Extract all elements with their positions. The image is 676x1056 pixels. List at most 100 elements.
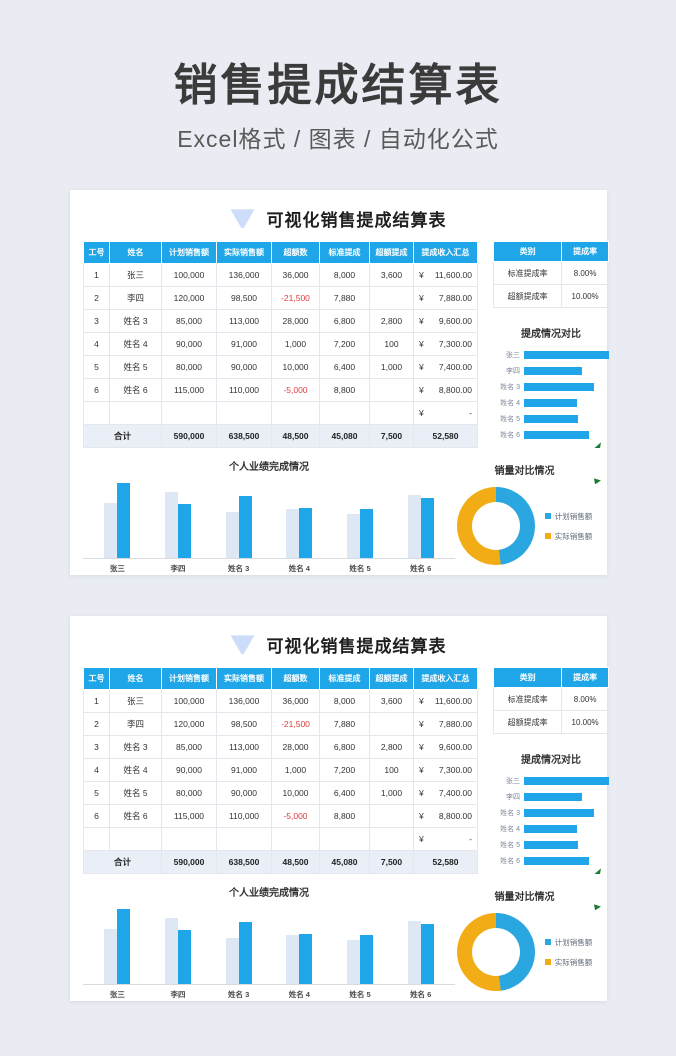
- hbar-track: [524, 793, 609, 802]
- cell-name: 姓名 4: [109, 758, 162, 783]
- donut-chart: [456, 487, 535, 566]
- cell-total-income: ¥9,600.00: [413, 735, 478, 760]
- hbar-category-label: 李四: [506, 794, 520, 802]
- hbar-track: [524, 399, 609, 408]
- cell-plan: 85,000: [161, 309, 217, 334]
- cell-std-commission: 7,880: [319, 286, 370, 311]
- cell-extra-commission: [369, 712, 414, 737]
- cell-excess: -21,500: [271, 286, 320, 311]
- table-row: 1 张三 100,000 136,000 36,000 8,000 3,600 …: [83, 263, 478, 288]
- table-header-cell: 实际销售额: [216, 667, 272, 691]
- hbar-chart: 张三 李四 姓名 3 姓名 4 姓名 5: [493, 776, 609, 866]
- commission-compare-chart: 提成情况对比 张三 李四 姓名 3 姓名 4 姓名: [493, 751, 609, 866]
- cell-name: 姓名 5: [109, 781, 162, 806]
- cell-actual: 113,000: [216, 309, 272, 334]
- rate-header-cell: 提成率: [561, 667, 609, 689]
- sheet-main-row: 工号 姓名 计划销售额 实际销售额 超额数 标准提成 超额提成 提成收入汇总 1 张三 100…: [83, 241, 609, 449]
- vbar-category-label: 姓名 5: [349, 564, 371, 574]
- cell-id: 1: [83, 263, 110, 288]
- performance-chart: 个人业绩完成情况 张三 李四 姓名 3 姓名 4 姓名 5 姓名 6: [83, 884, 455, 1000]
- table-total-row: 合计 590,000 638,500 48,500 45,080 7,500 5…: [83, 850, 478, 875]
- vbar-group: [225, 483, 252, 559]
- legend-swatch: [544, 533, 551, 540]
- card-slot-2: 可视化销售提成结算表 工号 姓名 计划销售额 实际销售额 超额数 标准提成 超额提成 提成收入…: [0, 616, 676, 1002]
- cell-std-commission: 6,800: [319, 735, 370, 760]
- sales-compare-chart: 销量对比情况 计划销售额 实际销售额: [455, 458, 594, 574]
- cell-excess: 10,000: [271, 781, 320, 806]
- rate-header-cell: 提成率: [561, 241, 609, 263]
- cell-extra-commission: [369, 378, 414, 403]
- vbar-bar-实际销售额: [420, 923, 434, 985]
- vbar-category-label: 姓名 3: [228, 564, 250, 574]
- rate-header-cell: 类别: [492, 667, 563, 689]
- sheet-title-bar: 可视化销售提成结算表: [83, 206, 594, 231]
- cell-total-income: ¥ -: [413, 401, 478, 426]
- hbar-bar: [524, 825, 578, 834]
- hbar-category-label: 张三: [506, 778, 520, 786]
- vbar-group: [286, 483, 313, 559]
- vbar-bar-实际销售额: [359, 508, 373, 559]
- cell-plan: 115,000: [161, 804, 217, 829]
- sheet-title: 可视化销售提成结算表: [266, 637, 447, 657]
- commission-sheet-card: 可视化销售提成结算表 工号 姓名 计划销售额 实际销售额 超额数 标准提成 超额提成 提成收入…: [70, 190, 609, 576]
- table-header-cell: 实际销售额: [216, 241, 272, 265]
- table-header-cell: 计划销售额: [161, 241, 217, 265]
- table-row: 4 姓名 4 90,000 91,000 1,000 7,200 100 ¥7,…: [83, 332, 478, 357]
- vbar-group: [346, 909, 373, 985]
- table-header-row: 工号 姓名 计划销售额 实际销售额 超额数 标准提成 超额提成 提成收入汇总: [83, 241, 478, 265]
- commission-table: 工号 姓名 计划销售额 实际销售额 超额数 标准提成 超额提成 提成收入汇总 1 张三 100…: [83, 667, 478, 875]
- donut-legend: 计划销售额 实际销售额: [544, 511, 593, 542]
- sheet-bottom-row: 个人业绩完成情况 张三 李四 姓名 3 姓名 4 姓名 5 姓名 6 销量对比情况 计划销…: [83, 458, 594, 574]
- vbar-category-label: 姓名 6: [410, 564, 432, 574]
- cell-actual: 90,000: [216, 781, 272, 806]
- hbar-category-label: 姓名 3: [500, 384, 520, 392]
- donut-wrap: 计划销售额 实际销售额: [455, 487, 594, 566]
- table-header-cell: 超额提成: [369, 241, 414, 265]
- hbar-row: 姓名 4: [493, 398, 609, 408]
- hbar-bar: [524, 367, 582, 376]
- vbar-bar-实际销售额: [420, 497, 434, 559]
- cell-extra-commission: 3,600: [369, 263, 414, 288]
- vbar-group: [164, 909, 191, 985]
- vbar-bar-实际销售额: [238, 922, 252, 985]
- cell-extra-commission: 1,000: [369, 355, 414, 380]
- cell-plan: 90,000: [161, 332, 217, 357]
- cell-std-commission: 8,800: [319, 378, 370, 403]
- cell-name: 姓名 6: [109, 804, 162, 829]
- legend-item: 实际销售额: [544, 957, 592, 968]
- cell-actual: 136,000: [216, 263, 272, 288]
- table-header-row: 工号 姓名 计划销售额 实际销售额 超额数 标准提成 超额提成 提成收入汇总: [83, 667, 478, 691]
- hbar-track: [524, 857, 609, 866]
- vbar-group: [225, 909, 252, 985]
- vbar-group: [164, 483, 191, 559]
- cell-excess: 28,000: [271, 309, 320, 334]
- funnel-icon: [230, 209, 255, 229]
- cell-plan: 85,000: [161, 735, 217, 760]
- vbar-chart-title: 个人业绩完成情况: [229, 462, 309, 474]
- table-row: 5 姓名 5 80,000 90,000 10,000 6,400 1,000 …: [83, 781, 478, 806]
- vbar-bar-实际销售额: [177, 504, 191, 559]
- cell-total-label: 合计: [83, 424, 162, 449]
- cell-name: 姓名 3: [109, 735, 162, 760]
- cell-actual: 91,000: [216, 332, 272, 357]
- rate-header-row: 类别 提成率: [492, 241, 609, 263]
- sheet-title: 可视化销售提成结算表: [266, 211, 447, 231]
- vbar-bar-实际销售额: [117, 483, 131, 559]
- hbar-track: [524, 825, 609, 834]
- legend-label: 实际销售额: [554, 531, 593, 541]
- donut-chart: [456, 913, 535, 992]
- leaf-decoration-icon: [594, 868, 601, 875]
- cell-total-income: ¥8,800.00: [413, 804, 478, 829]
- table-row: 3 姓名 3 85,000 113,000 28,000 6,800 2,800…: [83, 735, 478, 760]
- vbar-bar-计划销售额: [164, 918, 178, 985]
- cell-total-income: ¥7,880.00: [413, 712, 478, 737]
- rate-row: 标准提成率 8.00%: [492, 261, 609, 286]
- cell-std-commission: 6,400: [319, 781, 370, 806]
- vbar-bar-计划销售额: [407, 494, 421, 559]
- cell-actual: 91,000: [216, 758, 272, 783]
- commission-table: 工号 姓名 计划销售额 实际销售额 超额数 标准提成 超额提成 提成收入汇总 1 张三 100…: [83, 241, 478, 449]
- rate-row: 超额提成率 10.00%: [492, 710, 609, 735]
- cell-excess: 36,000: [271, 689, 320, 714]
- page-title: 销售提成结算表: [173, 61, 503, 110]
- cell-name: 张三: [109, 689, 162, 714]
